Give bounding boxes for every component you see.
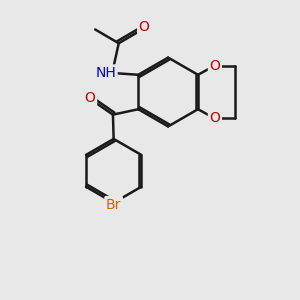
Text: O: O (85, 91, 95, 105)
Text: NH: NH (95, 66, 116, 80)
Text: O: O (209, 112, 220, 125)
Text: O: O (139, 20, 149, 34)
Text: Br: Br (106, 198, 121, 212)
Text: O: O (209, 58, 220, 73)
